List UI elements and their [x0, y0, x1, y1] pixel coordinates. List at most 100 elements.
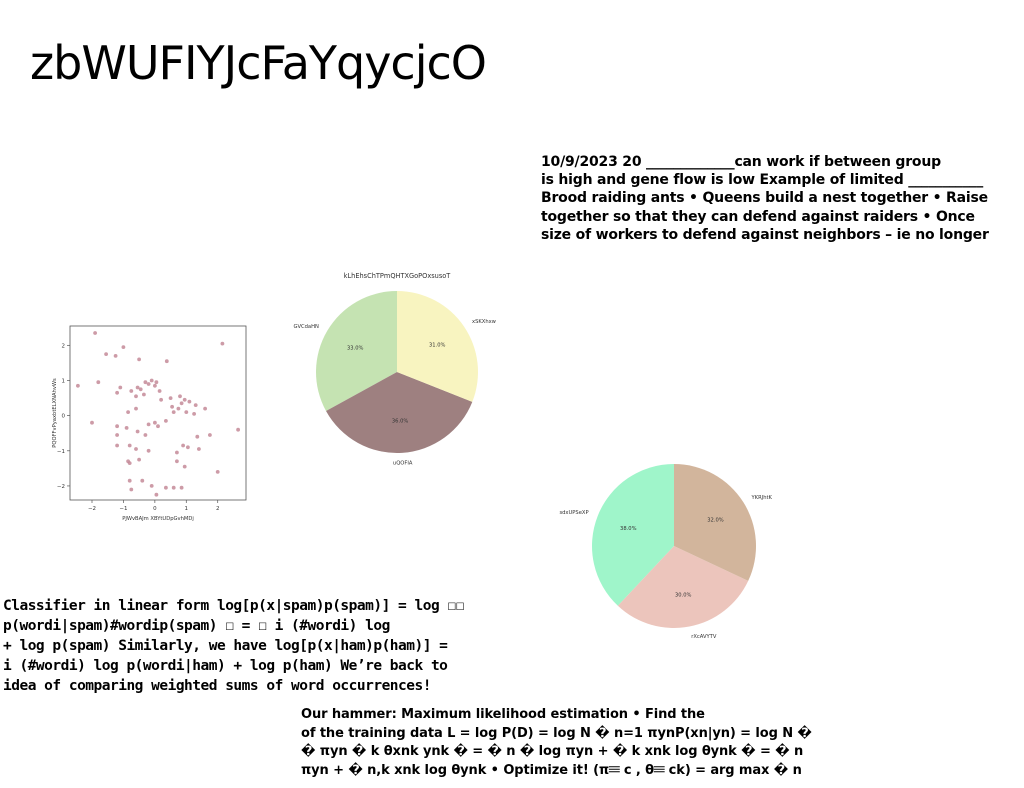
scatter-point — [118, 385, 123, 390]
scatter-point — [178, 394, 182, 399]
hammer-text-block: Our hammer: Maximum likelihood estimatio… — [301, 706, 812, 780]
pie-percent-label: 31.0% — [429, 343, 446, 349]
scatter-point — [153, 383, 157, 388]
scatter-point — [195, 434, 200, 439]
text-line: 10/9/2023 20 _____________can work if be… — [541, 154, 941, 170]
scatter-point — [137, 457, 141, 462]
pie-slice — [397, 291, 478, 402]
scatter-point — [179, 401, 184, 406]
pie-percent-label: 38.0% — [620, 526, 637, 532]
text-line: is high and gene flow is low Example of … — [541, 172, 984, 189]
scatter-point — [168, 396, 173, 400]
x-tick-label: 2 — [216, 506, 220, 512]
scatter-point — [184, 410, 189, 414]
x-tick-label: 0 — [153, 506, 157, 512]
scatter-point — [124, 426, 129, 430]
scatter-point — [164, 419, 168, 423]
scatter-point — [127, 461, 132, 465]
scatter-point — [146, 448, 151, 453]
y-tick-label: 1 — [62, 378, 66, 384]
scatter-point — [127, 443, 132, 448]
scatter-point — [129, 487, 134, 492]
x-tick-label: −2 — [88, 506, 96, 512]
scatter-point — [90, 420, 94, 425]
scatter-point — [96, 380, 101, 385]
classifier-text-block: Classifier in linear form log[p(x|spam)p… — [3, 596, 464, 696]
pie-slice-label: xSKXhxw — [472, 319, 497, 325]
scatter-point — [192, 412, 197, 416]
text-line: idea of comparing weighted sums of word … — [3, 678, 431, 694]
scatter-point — [164, 485, 168, 490]
pie-slice — [617, 546, 749, 629]
y-tick-label: 0 — [62, 414, 66, 420]
scatter-point — [138, 387, 143, 392]
ants-text-block: 10/9/2023 20 _____________can work if be… — [541, 153, 989, 244]
scatter-point — [220, 341, 225, 346]
pie-slice-label: rXcAVYTV — [691, 634, 717, 640]
scatter-point — [134, 394, 138, 399]
scatter-point — [149, 378, 154, 383]
scatter-chart: −2 −1 0 1 2 −2 −1 0 1 2 PJWvBAJm XBYtUDpGvhMDj PQOF… — [52, 325, 247, 522]
scatter-point — [215, 470, 220, 474]
scatter-point — [143, 380, 148, 385]
scatter-point — [104, 352, 108, 356]
scatter-point — [134, 406, 138, 411]
x-tick-label: 1 — [185, 506, 189, 512]
scatter-point — [115, 424, 119, 429]
pie-slice — [591, 464, 674, 606]
scatter-point — [176, 406, 181, 411]
y-axis-label: PQOFFvPyaxbtELXNAhvWs — [52, 378, 58, 448]
text-line: + log p(spam) Similarly, we have log[p(x… — [3, 638, 448, 654]
text-line: i (#wordi) log p(wordi|ham) + log p(ham)… — [3, 658, 448, 674]
pie-slice — [326, 372, 473, 453]
pie-slice — [674, 464, 757, 581]
scatter-point — [203, 406, 208, 411]
scatter-point — [153, 420, 157, 425]
scatter-point — [134, 447, 138, 451]
scatter-point — [157, 389, 162, 393]
text-line: size of workers to defend against neighb… — [541, 226, 989, 243]
pie-percent-label: 33.0% — [347, 345, 364, 351]
page-title: zbWUFIYJcFaYqycjcO — [30, 36, 487, 90]
pie-chart-2: 38.0% sdxUPSeXP 30.0% rXcAVYTV 32.0% YKRJhtK — [559, 464, 773, 640]
scatter-point — [115, 433, 119, 437]
scatter-point — [164, 359, 169, 364]
pie-slice-label: GVCdaHN — [293, 324, 319, 330]
scatter-point — [193, 403, 198, 407]
scatter-point — [154, 492, 159, 497]
scatter-point — [170, 404, 174, 409]
scatter-point — [175, 450, 179, 455]
x-tick-label: −1 — [119, 506, 127, 512]
pie-percent-label: 36.0% — [392, 419, 409, 425]
scatter-point — [186, 445, 190, 450]
scatter-point — [121, 345, 126, 349]
scatter-point — [179, 485, 184, 490]
scatter-point — [137, 357, 141, 362]
scatter-point — [149, 484, 154, 488]
pie-percent-label: 30.0% — [675, 592, 692, 598]
text-line: Our hammer: Maximum likelihood estimatio… — [301, 707, 705, 722]
scatter-point — [127, 478, 132, 483]
scatter-point — [208, 433, 212, 437]
text-line: πyn + � n,k xnk log θynk • Optimize it! … — [301, 762, 802, 778]
plot-frame — [69, 325, 247, 501]
text-line: Classifier in linear form log[p(x|spam)p… — [3, 598, 464, 614]
text-line: � πyn � k θxnk ynk � = � n � log πyn + �… — [301, 744, 804, 760]
pie-slice-label: uQOFIA — [393, 461, 413, 467]
scatter-point — [197, 447, 201, 451]
scatter-point — [187, 399, 192, 404]
y-tick-label: −2 — [57, 484, 65, 490]
scatter-point — [113, 354, 118, 358]
text-line: Brood raiding ants • Queens build a nest… — [541, 190, 988, 207]
scatter-point — [159, 397, 163, 402]
scatter-point — [135, 429, 140, 434]
scatter-point — [182, 464, 187, 469]
scatter-point — [154, 380, 159, 385]
text-line: of the training data L = log P(D) = log … — [301, 725, 812, 741]
scatter-point — [156, 424, 160, 429]
scatter-point — [93, 331, 97, 335]
x-axis-label: PJWvBAJm XBYtUDpGvhMDj — [122, 516, 194, 522]
scatter-point — [76, 383, 80, 388]
scatter-point — [181, 443, 186, 448]
pie-title: kLhEhsChTPmQHTXGoPOxsusoT — [344, 272, 452, 280]
